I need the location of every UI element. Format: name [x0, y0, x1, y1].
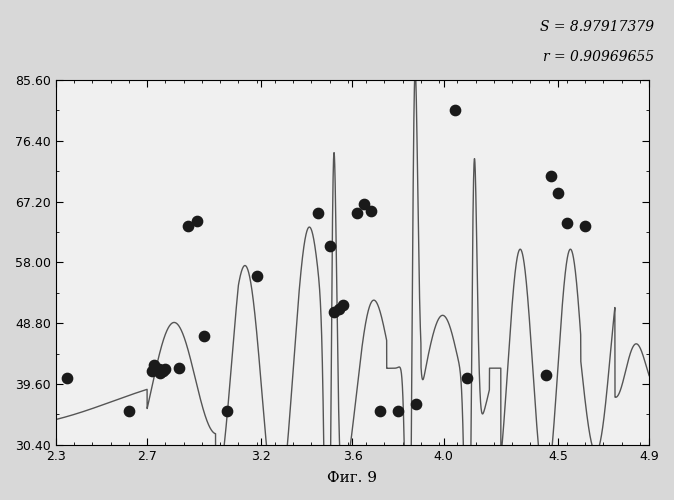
Point [375, 407, 386, 415]
Text: S = 8.97917379: S = 8.97917379 [540, 20, 654, 34]
Point [183, 222, 193, 230]
Point [158, 368, 168, 376]
Point [148, 361, 159, 369]
X-axis label: Фиг. 9: Фиг. 9 [328, 471, 377, 485]
Point [461, 374, 472, 382]
Point [123, 407, 134, 415]
Point [561, 219, 572, 227]
Point [313, 209, 324, 217]
Point [62, 374, 73, 382]
Point [222, 407, 233, 415]
Text: r = 0.90969655: r = 0.90969655 [543, 50, 654, 64]
Point [334, 304, 344, 312]
Point [411, 400, 422, 408]
Point [352, 209, 363, 217]
Point [338, 302, 348, 310]
Point [154, 370, 165, 378]
Point [329, 308, 340, 316]
Point [174, 364, 185, 372]
Point [160, 366, 171, 374]
Point [359, 200, 369, 208]
Point [450, 106, 460, 114]
Point [324, 242, 335, 250]
Point [553, 189, 563, 197]
Point [146, 368, 157, 376]
Point [192, 218, 203, 226]
Point [393, 407, 404, 415]
Point [251, 272, 262, 280]
Point [580, 222, 590, 230]
Point [546, 172, 557, 180]
Point [365, 207, 376, 215]
Point [199, 332, 210, 340]
Point [541, 371, 552, 379]
Point [153, 366, 164, 374]
